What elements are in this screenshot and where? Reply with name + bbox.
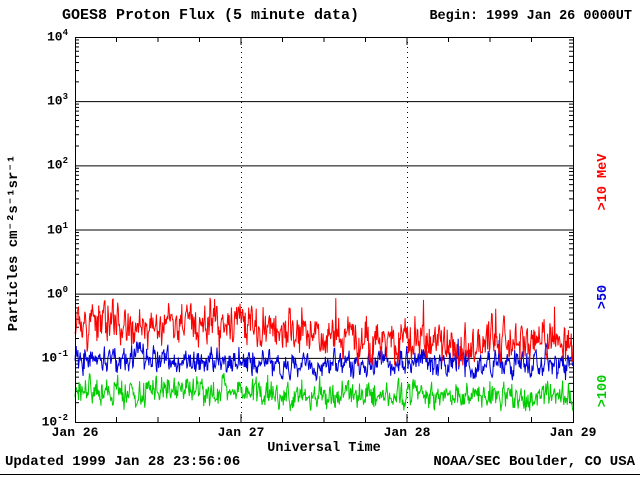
y-tick-label-10e-2: 10-2 [41, 413, 68, 430]
credit-label: NOAA/SEC Boulder, CO USA [433, 454, 635, 470]
x-axis-label: Universal Time [267, 441, 381, 456]
series-label-2: >100 [596, 374, 611, 408]
begin-timestamp: Begin: 1999 Jan 26 0000UT [429, 9, 632, 24]
y-tick-label-10e4: 104 [46, 28, 68, 45]
y-tick-label-10e3: 103 [46, 92, 68, 109]
x-tick-label-1: Jan 27 [217, 425, 265, 440]
y-axis-label: Particles cm⁻²s⁻¹sr⁻¹ [6, 154, 22, 332]
bottom-divider [0, 474, 640, 475]
series-line-2 [74, 372, 574, 412]
y-tick-label-10e-1: 10-1 [41, 348, 68, 366]
y-tick-label-10e2: 102 [46, 156, 68, 173]
chart-title: GOES8 Proton Flux (5 minute data) [62, 7, 360, 24]
plot-border [75, 37, 574, 423]
x-tick-label-0: Jan 26 [51, 425, 99, 440]
y-tick-label-10e1: 101 [46, 220, 68, 237]
series-label-0: >10 MeV [596, 153, 611, 211]
y-tick-label-10e0: 100 [46, 284, 68, 301]
updated-timestamp: Updated 1999 Jan 28 23:56:06 [5, 454, 241, 470]
series-line-1 [74, 338, 574, 382]
series-label-1: >50 [596, 284, 611, 310]
x-tick-label-2: Jan 28 [383, 425, 431, 440]
x-tick-label-3: Jan 29 [549, 425, 597, 440]
series-line-0 [74, 297, 574, 368]
